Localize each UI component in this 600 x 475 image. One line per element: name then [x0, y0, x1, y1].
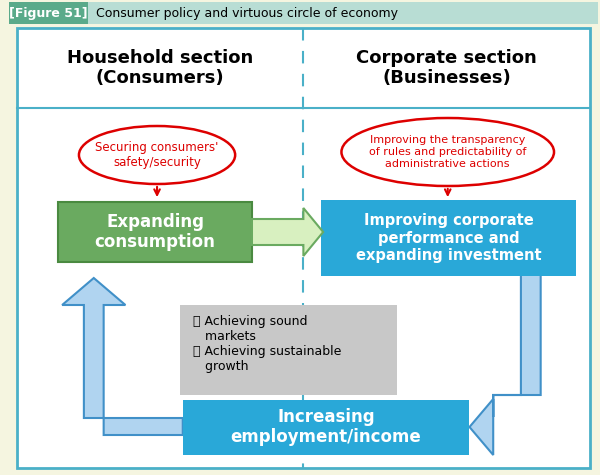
Text: Household section
(Consumers): Household section (Consumers)	[67, 48, 253, 87]
Text: Increasing
employment/income: Increasing employment/income	[231, 408, 421, 446]
Text: Improving the transparency
of rules and predictability of
administrative actions: Improving the transparency of rules and …	[369, 135, 526, 169]
FancyBboxPatch shape	[9, 2, 88, 24]
Text: Corporate section
(Businesses): Corporate section (Businesses)	[356, 48, 537, 87]
Ellipse shape	[341, 118, 554, 186]
Polygon shape	[252, 208, 323, 256]
Text: ・ Achieving sound
   markets
・ Achieving sustainable
   growth: ・ Achieving sound markets ・ Achieving su…	[193, 315, 341, 373]
FancyBboxPatch shape	[180, 305, 397, 395]
FancyBboxPatch shape	[88, 2, 598, 24]
Ellipse shape	[79, 126, 235, 184]
Polygon shape	[62, 278, 183, 435]
Text: Securing consumers'
safety/security: Securing consumers' safety/security	[95, 141, 219, 169]
Polygon shape	[469, 220, 541, 455]
Text: [Figure 51]: [Figure 51]	[9, 7, 88, 19]
FancyBboxPatch shape	[17, 28, 590, 468]
Text: Consumer policy and virtuous circle of economy: Consumer policy and virtuous circle of e…	[96, 7, 398, 19]
Text: Improving corporate
performance and
expanding investment: Improving corporate performance and expa…	[356, 213, 542, 263]
Text: Expanding
consumption: Expanding consumption	[95, 213, 215, 251]
FancyBboxPatch shape	[58, 202, 252, 262]
FancyBboxPatch shape	[321, 200, 576, 276]
FancyBboxPatch shape	[183, 400, 469, 455]
